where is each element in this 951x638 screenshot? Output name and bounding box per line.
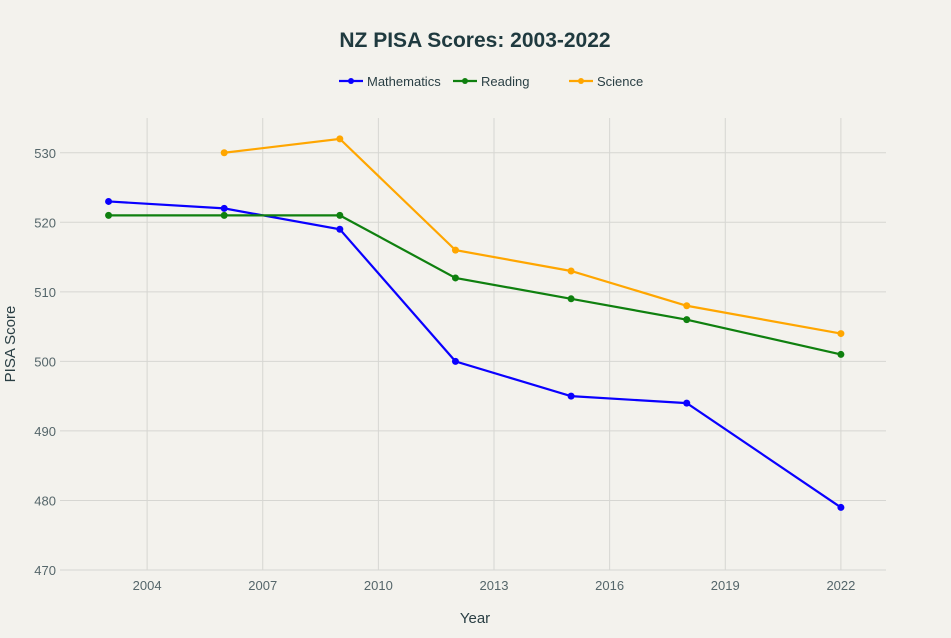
y-tick-label: 530 <box>34 146 56 161</box>
x-tick-label: 2016 <box>595 578 624 593</box>
series-reading <box>105 211 845 358</box>
data-point <box>451 357 459 365</box>
data-point <box>837 330 845 338</box>
series-mathematics <box>105 197 845 511</box>
x-tick-label: 2004 <box>133 578 162 593</box>
x-axis-label: Year <box>460 610 490 627</box>
legend-label: Mathematics <box>367 74 441 89</box>
x-tick-label: 2010 <box>364 578 393 593</box>
y-axis-label: PISA Score <box>2 306 19 383</box>
legend-marker-icon <box>348 78 354 84</box>
y-tick-label: 520 <box>34 215 56 230</box>
data-point <box>336 135 344 143</box>
y-tick-label: 500 <box>34 354 56 369</box>
legend-marker-icon <box>578 78 584 84</box>
data-point <box>837 350 845 358</box>
y-tick-label: 480 <box>34 493 56 508</box>
data-point <box>567 295 575 303</box>
legend[interactable]: Mathematics Reading Science <box>339 74 643 89</box>
axes: 2004 2007 2010 2013 2016 2019 2022 470 480 490 500… <box>34 146 855 593</box>
data-point <box>683 302 691 310</box>
data-point <box>451 246 459 254</box>
series-line <box>108 200 842 509</box>
data-point <box>220 204 228 212</box>
legend-marker-icon <box>462 78 468 84</box>
data-point <box>336 225 344 233</box>
y-tick-label: 470 <box>34 563 56 578</box>
series-lines <box>105 135 845 511</box>
y-tick-label: 490 <box>34 424 56 439</box>
x-tick-label: 2007 <box>248 578 277 593</box>
x-tick-label: 2013 <box>480 578 509 593</box>
grid <box>60 118 886 571</box>
legend-item-science[interactable]: Science <box>569 74 643 89</box>
data-point <box>683 316 691 324</box>
data-point <box>451 274 459 282</box>
data-point <box>683 399 691 407</box>
data-point <box>567 392 575 400</box>
series-line <box>224 137 842 335</box>
legend-label: Science <box>597 74 643 89</box>
x-tick-label: 2022 <box>826 578 855 593</box>
data-point <box>220 149 228 157</box>
series-science <box>220 135 845 338</box>
data-point <box>336 211 344 219</box>
data-point <box>105 211 113 219</box>
data-point <box>220 211 228 219</box>
legend-label: Reading <box>481 74 529 89</box>
data-point <box>567 267 575 275</box>
y-tick-label: 510 <box>34 285 56 300</box>
data-point <box>105 197 113 205</box>
legend-item-mathematics[interactable]: Mathematics <box>339 74 441 89</box>
legend-item-reading[interactable]: Reading <box>453 74 529 89</box>
data-point <box>837 503 845 511</box>
chart-title: NZ PISA Scores: 2003-2022 <box>339 29 610 52</box>
x-tick-label: 2019 <box>711 578 740 593</box>
series-line <box>108 214 842 356</box>
